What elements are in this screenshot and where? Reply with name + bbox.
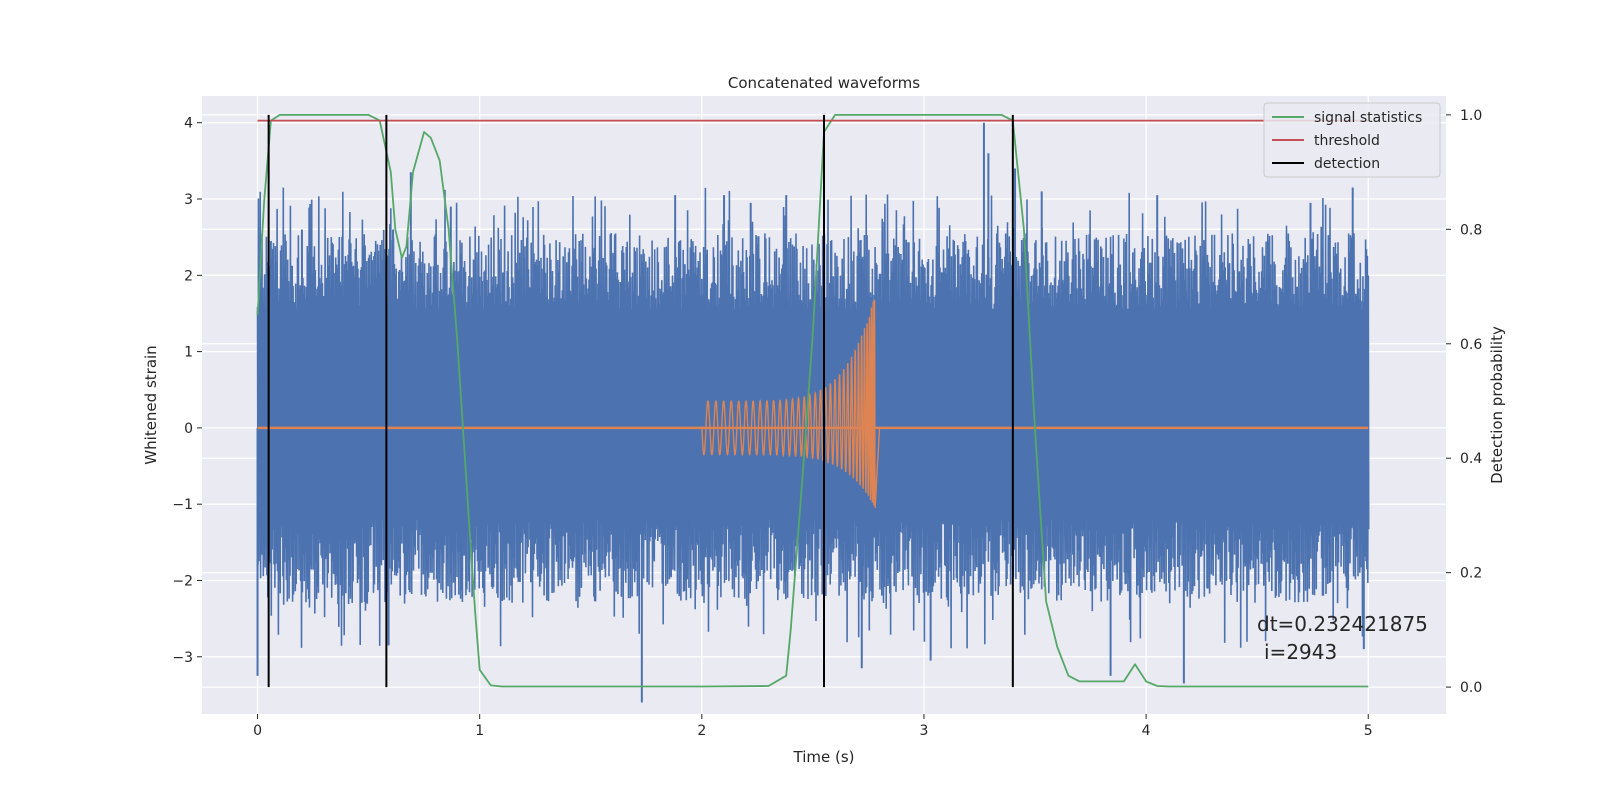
legend: signal statistics threshold detection xyxy=(1263,102,1441,178)
legend-label: threshold xyxy=(1314,133,1380,149)
y2-tick-label: 0.0 xyxy=(1460,680,1482,696)
legend-box xyxy=(1263,102,1441,178)
y-tick-label: −2 xyxy=(172,573,193,589)
annotation-i: i=2943 xyxy=(1264,640,1337,664)
y-tick-label: 1 xyxy=(184,345,193,361)
y-tick-label: −3 xyxy=(172,650,193,666)
plot-content xyxy=(256,114,1370,703)
axes: 0 1 2 3 4 5 −3 −2 −1 0 1 2 3 4 0.0 0.2 0.4 0.6 0.8 1.0 xyxy=(172,108,1482,739)
y-tick-label: −1 xyxy=(172,497,193,513)
y2-axis-label: Detection probability xyxy=(1488,326,1506,484)
x-tick-label: 5 xyxy=(1364,723,1373,739)
y-tick-label: 2 xyxy=(184,268,193,284)
waveform-chirp xyxy=(701,299,881,508)
legend-label: detection xyxy=(1314,156,1380,172)
y2-tick-label: 0.6 xyxy=(1460,337,1482,353)
y-axis-label: Whitened strain xyxy=(142,345,160,464)
y2-tick-label: 0.2 xyxy=(1460,566,1482,582)
x-tick-label: 0 xyxy=(253,723,262,739)
x-tick-label: 3 xyxy=(920,723,929,739)
y-tick-label: 0 xyxy=(184,421,193,437)
y-tick-label: 3 xyxy=(184,192,193,208)
y2-tick-label: 0.8 xyxy=(1460,222,1482,238)
x-axis-label: Time (s) xyxy=(793,748,855,766)
chart-title: Concatenated waveforms xyxy=(728,74,920,92)
y2-tick-label: 0.4 xyxy=(1460,451,1482,467)
annotation-dt: dt=0.232421875 xyxy=(1257,612,1428,636)
legend-label: signal statistics xyxy=(1314,110,1422,126)
y-tick-label: 4 xyxy=(184,116,193,132)
x-tick-label: 1 xyxy=(475,723,484,739)
y2-tick-label: 1.0 xyxy=(1460,108,1482,124)
x-tick-label: 4 xyxy=(1142,723,1151,739)
signal-statistics-line xyxy=(256,114,1369,688)
x-tick-label: 2 xyxy=(697,723,706,739)
